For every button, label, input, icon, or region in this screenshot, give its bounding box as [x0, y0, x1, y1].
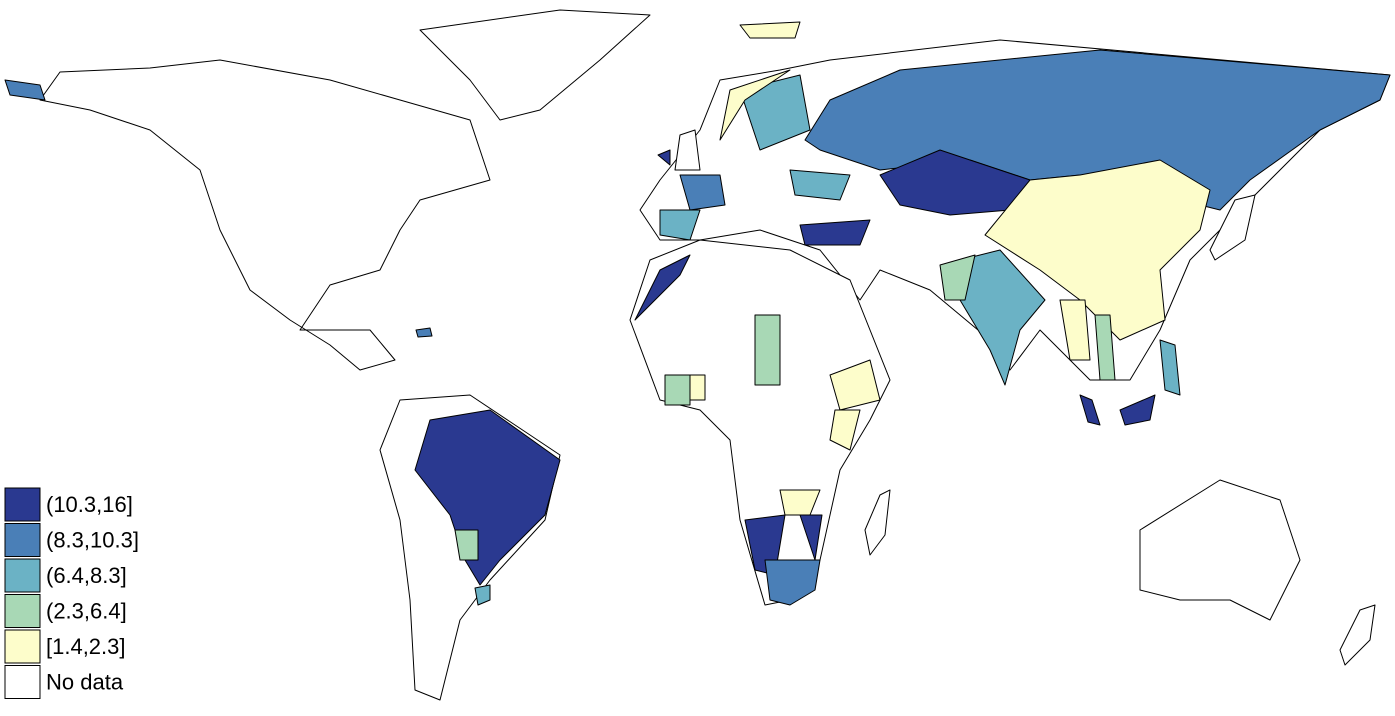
- legend-swatch: [4, 487, 41, 522]
- japan: [1209, 194, 1256, 261]
- spain: [659, 209, 701, 241]
- cote-divoire: [664, 374, 691, 406]
- india: [959, 249, 1046, 386]
- countries: [4, 21, 1391, 606]
- legend-swatch: [4, 665, 41, 699]
- ukraine: [789, 169, 851, 201]
- nigeria: [754, 314, 781, 386]
- borneo-malaysia: [1119, 394, 1156, 426]
- australia: [1139, 479, 1301, 621]
- alaska-islands: [4, 79, 46, 101]
- legend-label: (8.3,10.3]: [46, 527, 139, 552]
- svalbard: [739, 21, 801, 39]
- ethiopia: [829, 359, 881, 411]
- dominican-republic: [415, 327, 433, 338]
- pakistan: [939, 254, 976, 301]
- malaysia: [1079, 394, 1101, 426]
- morocco: [634, 254, 691, 321]
- uk: [674, 129, 701, 171]
- africa: [629, 239, 891, 606]
- greenland: [419, 9, 651, 121]
- legend-label: [1.4,2.3]: [46, 634, 126, 659]
- legend-label: No data: [46, 669, 124, 694]
- new-zealand: [1339, 604, 1376, 666]
- north-america: [39, 59, 491, 371]
- legend-swatch: [4, 629, 41, 664]
- south-africa: [764, 559, 821, 606]
- madagascar: [864, 489, 891, 556]
- paraguay: [454, 529, 479, 561]
- ghana: [689, 374, 706, 401]
- kenya-tanzania: [829, 409, 861, 451]
- philippines: [1159, 339, 1181, 396]
- turkey: [799, 219, 871, 246]
- zimbabwe: [799, 514, 823, 561]
- zambia: [779, 489, 821, 516]
- france: [679, 174, 726, 211]
- vietnam: [1094, 314, 1116, 381]
- legend-label: (6.4,8.3]: [46, 563, 127, 588]
- sweden-finland: [739, 74, 811, 151]
- legend-swatch: [4, 594, 41, 628]
- uruguay: [474, 584, 491, 606]
- legend-swatch: [4, 558, 41, 593]
- norway: [719, 69, 791, 141]
- legend-swatch: [4, 523, 41, 557]
- legend-label: (2.3,6.4]: [46, 598, 127, 623]
- legend-label: (10.3,16]: [46, 492, 133, 517]
- ireland: [657, 149, 671, 166]
- brazil: [414, 409, 561, 586]
- thailand: [1059, 299, 1091, 361]
- legend: (10.3,16] (8.3,10.3] (6.4,8.3] (2.3,6.4] [1.…: [4, 487, 139, 699]
- china: [984, 159, 1211, 341]
